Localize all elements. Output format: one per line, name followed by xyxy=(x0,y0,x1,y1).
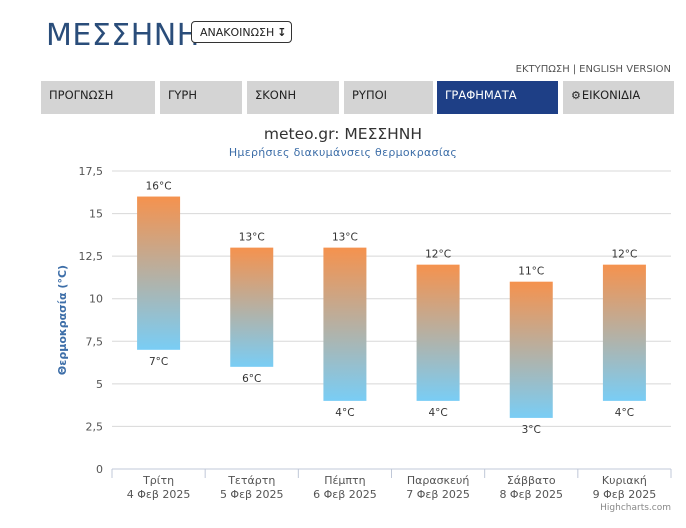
temperature-range-bar[interactable] xyxy=(602,264,646,401)
tab-charts[interactable]: ΓΡΑΦΗΜΑΤΑ xyxy=(437,81,558,114)
x-category-date: 9 Φεβ 2025 xyxy=(593,488,657,501)
tab-icons-label: ΕΙΚΟΝΙΔΙΑ xyxy=(581,88,641,102)
y-tick-label: 17,5 xyxy=(79,165,104,178)
gear-icon: ⚙ xyxy=(571,89,581,102)
high-temp-label: 13°C xyxy=(239,232,265,244)
temperature-range-bar[interactable] xyxy=(137,196,181,350)
top-links: ΕΚΤΥΠΩΣΗ | ENGLISH VERSION xyxy=(516,64,671,75)
x-category-day: Πέμπτη xyxy=(324,474,365,487)
temperature-range-bar[interactable] xyxy=(323,247,367,401)
print-link[interactable]: ΕΚΤΥΠΩΣΗ xyxy=(515,64,570,75)
announcement-button[interactable]: ΑΝΑΚΟΙΝΩΣΗ ↧ xyxy=(191,21,292,43)
low-temp-label: 6°C xyxy=(242,373,261,385)
temperature-range-bar[interactable] xyxy=(509,281,553,418)
low-temp-label: 4°C xyxy=(428,407,447,419)
high-temp-label: 11°C xyxy=(518,266,544,278)
high-temp-label: 12°C xyxy=(611,249,637,261)
tab-forecast[interactable]: ΠΡΟΓΝΩΣΗ xyxy=(41,81,155,114)
y-tick-label: 10 xyxy=(89,293,103,306)
tab-icons[interactable]: ⚙ΕΙΚΟΝΙΔΙΑ xyxy=(563,81,674,114)
page-title: ΜΕΣΣΗΝΗ xyxy=(46,18,200,53)
x-category-day: Σάββατο xyxy=(507,474,556,487)
credits-link[interactable]: Highcharts.com xyxy=(600,503,671,513)
x-category-day: Κυριακή xyxy=(602,474,647,487)
y-tick-label: 5 xyxy=(96,378,103,391)
chart-subtitle: Ημερήσιες διακυμάνσεις θερμοκρασίας xyxy=(228,146,458,159)
x-category-day: Παρασκευή xyxy=(407,474,470,487)
high-temp-label: 13°C xyxy=(332,232,358,244)
link-separator: | xyxy=(572,64,577,75)
tab-pollutants[interactable]: ΡΥΠΟΙ xyxy=(344,81,433,114)
y-tick-label: 0 xyxy=(96,463,103,476)
low-temp-label: 7°C xyxy=(149,356,168,368)
high-temp-label: 16°C xyxy=(146,181,172,193)
x-category-date: 7 Φεβ 2025 xyxy=(406,488,470,501)
x-category-date: 5 Φεβ 2025 xyxy=(220,488,284,501)
y-tick-label: 15 xyxy=(89,208,103,221)
announcement-label: ΑΝΑΚΟΙΝΩΣΗ xyxy=(200,26,275,39)
low-temp-label: 4°C xyxy=(335,407,354,419)
y-axis-title: Θερμοκρασία (°C) xyxy=(56,265,69,375)
chart-title: meteo.gr: ΜΕΣΣΗΝΗ xyxy=(263,125,423,143)
low-temp-label: 4°C xyxy=(615,407,634,419)
tab-dust[interactable]: ΣΚΟΝΗ xyxy=(247,81,339,114)
x-category-day: Τετάρτη xyxy=(227,474,275,487)
tab-pollen[interactable]: ΓΥΡΗ xyxy=(160,81,242,114)
download-arrow-icon: ↧ xyxy=(277,26,287,39)
y-tick-label: 7,5 xyxy=(86,335,104,348)
high-temp-label: 12°C xyxy=(425,249,451,261)
x-category-day: Τρίτη xyxy=(142,474,174,487)
x-category-date: 4 Φεβ 2025 xyxy=(127,488,191,501)
x-category-date: 6 Φεβ 2025 xyxy=(313,488,377,501)
english-version-link[interactable]: ENGLISH VERSION xyxy=(579,64,671,75)
y-tick-label: 12,5 xyxy=(79,250,104,263)
y-tick-label: 2,5 xyxy=(86,420,104,433)
temperature-range-bar[interactable] xyxy=(230,247,274,367)
low-temp-label: 3°C xyxy=(522,424,541,436)
temperature-range-bar[interactable] xyxy=(416,264,460,401)
x-category-date: 8 Φεβ 2025 xyxy=(499,488,563,501)
